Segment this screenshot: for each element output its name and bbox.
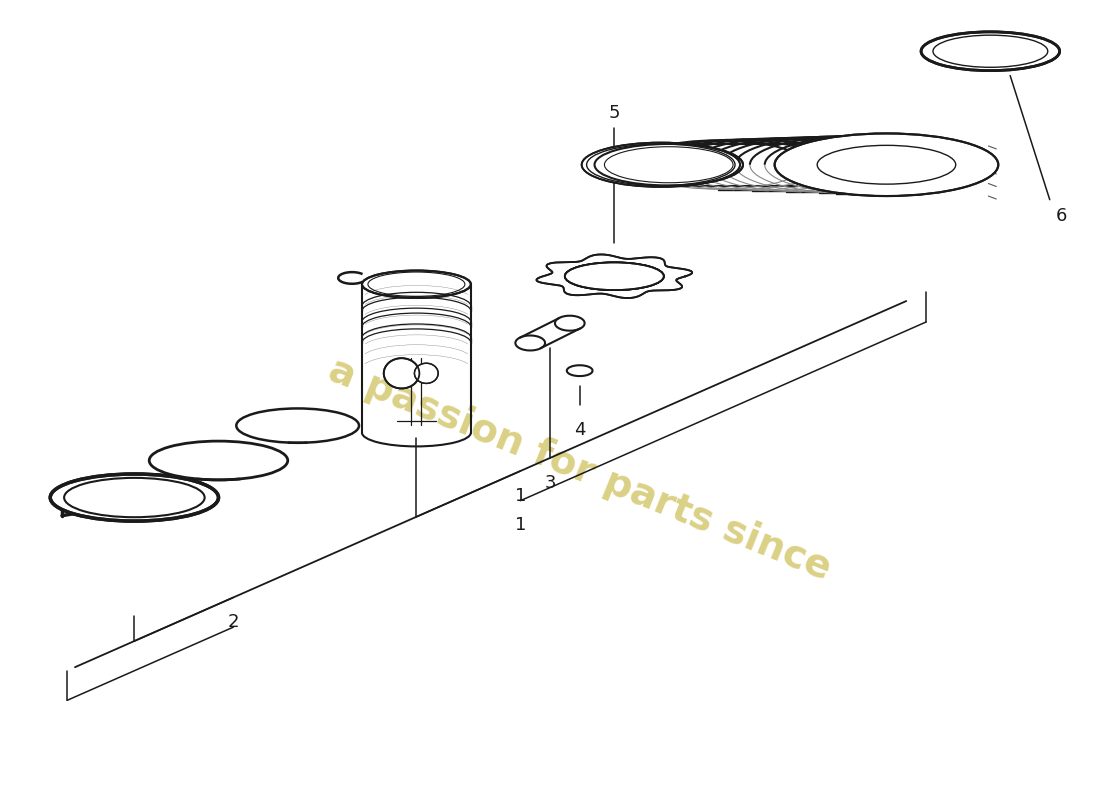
Text: a passion for parts since: a passion for parts since	[323, 350, 836, 588]
Text: 4: 4	[574, 421, 585, 439]
Ellipse shape	[774, 134, 999, 196]
Text: 3: 3	[544, 474, 556, 492]
Ellipse shape	[362, 270, 471, 298]
Ellipse shape	[51, 474, 219, 521]
Ellipse shape	[150, 441, 288, 480]
Ellipse shape	[921, 32, 1059, 70]
Ellipse shape	[384, 358, 419, 389]
Ellipse shape	[582, 142, 740, 187]
Text: 1: 1	[515, 517, 526, 534]
Ellipse shape	[564, 262, 663, 290]
Text: 2: 2	[228, 613, 239, 631]
Ellipse shape	[236, 409, 359, 443]
Ellipse shape	[415, 363, 438, 383]
Ellipse shape	[536, 254, 693, 298]
Text: 5: 5	[608, 104, 620, 122]
Ellipse shape	[564, 262, 663, 290]
Text: 1: 1	[515, 486, 526, 505]
Ellipse shape	[594, 144, 742, 186]
Text: 6: 6	[1056, 207, 1067, 226]
